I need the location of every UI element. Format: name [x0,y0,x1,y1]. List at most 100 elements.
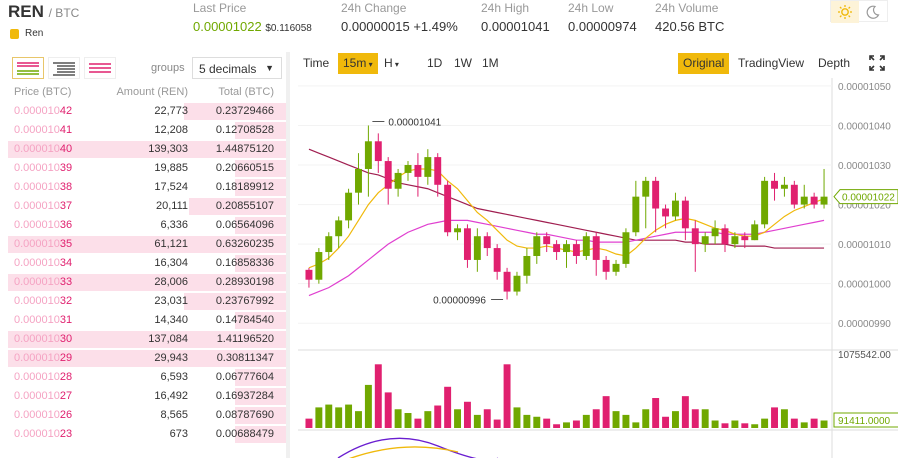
orderbook-scrollbar[interactable] [286,52,290,458]
candle-body [493,248,501,272]
orderbook-row[interactable]: 0.00001027 16,492 0.16937284 [0,387,290,406]
groups-select[interactable]: 5 decimals ▼ [192,57,282,79]
row-amount: 137,084 [148,333,188,345]
orderbook-row[interactable]: 0.00001031 14,340 0.14784540 [0,311,290,330]
row-amount: 6,336 [160,219,188,231]
price-prefix: 0.000010 [14,219,60,231]
row-amount: 16,492 [154,390,188,402]
orderbook-row[interactable]: 0.00001042 22,773 0.23729466 [0,102,290,121]
interval-1w-button[interactable]: 1W [454,56,472,70]
row-total: 0.06777604 [215,371,274,383]
orderbook-row[interactable]: 0.00001029 29,943 0.30811347 [0,349,290,368]
hour-button[interactable]: H ▾ [379,53,404,74]
candlestick-chart[interactable]: 0.00001050 0.00001040 0.00001030 0.00001020… [298,78,898,458]
depth-bar [235,312,286,329]
row-price: 0.00001039 [14,162,72,174]
volume-bar [384,392,392,428]
price-suffix: 34 [59,257,73,269]
orderbook-row[interactable]: 0.00001034 16,304 0.16858336 [0,254,290,273]
indicator-line-1 [337,437,498,458]
interval-1m-button[interactable]: 1M [482,56,499,70]
depth-bar [116,350,286,367]
orderbook-bids-view-icon[interactable] [48,57,80,79]
original-button[interactable]: Original [678,53,730,74]
low-value: 0.00000974 [568,19,637,34]
price-highlight [8,236,116,253]
candle-body [820,196,828,205]
volume-bar [533,416,541,428]
orderbook-row[interactable]: 0.00001041 12,208 0.12708528 [0,121,290,140]
row-amount: 20,111 [155,200,188,212]
volume-bar [662,416,670,428]
orderbook-row[interactable]: 0.00001032 23,031 0.23767992 [0,292,290,311]
volume-bar [751,424,759,428]
row-amount: 673 [169,428,188,440]
candle-body [563,244,570,253]
orderbook-row[interactable]: 0.00001039 19,885 0.20660515 [0,159,290,178]
orderbook-row[interactable]: 0.00001040 139,303 1.44875120 [0,140,290,159]
candle-body [355,168,362,193]
depth-bar [184,293,286,310]
interval-15m-button[interactable]: 15m ▾ [338,53,378,74]
col-price: Price (BTC) [14,86,72,98]
price-prefix: 0.000010 [14,105,60,117]
volume-bar [711,420,719,428]
change-value: 0.00000015 [341,19,410,34]
candle-body [394,172,402,189]
interval-1d-button[interactable]: 1D [427,56,443,70]
row-price: 0.00001027 [14,390,72,402]
price-suffix: 27 [59,390,73,402]
row-price: 0.00001037 [14,200,72,212]
orderbook-row[interactable]: 0.00001035 61,121 0.63260235 [0,235,290,254]
volume-bar [493,419,501,428]
volume-bar [305,418,313,428]
moon-icon[interactable] [859,1,887,23]
time-button[interactable]: Time [303,56,330,70]
sun-icon[interactable] [831,1,859,23]
candle-body [731,236,739,245]
orderbook-row[interactable]: 0.00001036 6,336 0.06564096 [0,216,290,235]
volume-bar [315,407,323,428]
base-symbol: REN [8,2,44,21]
orderbook-row[interactable]: 0.00001033 28,006 0.28930198 [0,273,290,292]
volume-bar [543,418,551,428]
orderbook-both-view-icon[interactable] [12,57,44,79]
price-prefix: 0.000010 [14,390,60,402]
high-annotation: 0.00001041 [388,118,441,129]
row-price: 0.00001040 [14,143,72,155]
price-prefix: 0.000010 [14,276,60,288]
fullscreen-icon[interactable] [864,52,890,73]
volume-bar [731,420,739,428]
orderbook-row[interactable]: 0.00001038 17,524 0.18189912 [0,178,290,197]
volume-bar [572,420,580,428]
orderbook-row[interactable]: 0.00001028 6,593 0.06777604 [0,368,290,387]
depth-button[interactable]: Depth [818,56,851,70]
orderbook-asks-view-icon[interactable] [84,57,116,79]
orderbook-row[interactable]: 0.00001026 8,565 0.08787690 [0,406,290,425]
orderbook-row[interactable]: 0.00001030 137,084 1.41196520 [0,330,290,349]
volume-bar [345,404,353,428]
theme-switch [830,0,888,23]
price-suffix: 32 [59,295,73,307]
row-price: 0.00001033 [14,276,72,288]
price-prefix: 0.000010 [14,371,60,383]
row-total: 0.30811347 [216,352,274,364]
row-price: 0.00001035 [14,238,72,250]
market-header: REN / BTC Ren Last Price 0.00001022 $0.1… [0,0,902,44]
high-value: 0.00001041 [481,19,550,34]
price-highlight [8,350,116,367]
row-price: 0.00001042 [14,105,72,117]
price-suffix: 28 [59,371,73,383]
row-amount: 6,593 [160,371,188,383]
row-amount: 139,303 [148,143,188,155]
candle-body [374,141,382,162]
row-total: 0.14784540 [215,314,274,326]
volume-bar [394,409,402,428]
orderbook-row[interactable]: 0.00001023 673 0.00688479 [0,425,290,444]
volume-bar [691,409,699,428]
price-highlight [8,331,116,348]
orderbook-row[interactable]: 0.00001037 20,111 0.20855107 [0,197,290,216]
volume-bar [325,404,333,428]
row-total: 0.23729466 [215,105,274,117]
tradingview-button[interactable]: TradingView [738,56,805,70]
